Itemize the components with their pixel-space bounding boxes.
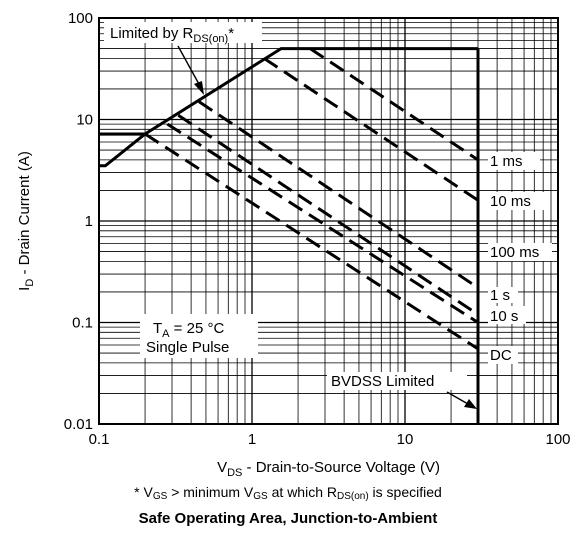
ta-label: TA = 25 °C: [153, 320, 224, 340]
footnote-mid2: at which R: [267, 484, 337, 500]
plot-frame: [98, 17, 559, 425]
footnote-rds-sub: DS(on): [336, 491, 369, 502]
series-line-1-ms: [309, 47, 479, 162]
y-axis-label-main: I: [16, 287, 33, 291]
label-box-1s: [488, 287, 518, 303]
label-box-100ms: [488, 243, 552, 261]
series-line-1-s: [177, 114, 479, 316]
annotation-group: Limited by RDS(on)* 1 ms 10 ms 100 ms 1 s 10 …: [104, 22, 552, 409]
rds-label-box: [104, 22, 262, 43]
series-line-dc: [144, 132, 479, 351]
footnote-vgs-sub: GS: [152, 491, 168, 502]
grid-lines: [99, 18, 558, 424]
label-box-10s: [488, 306, 526, 324]
bvdss-pointer-line: [446, 391, 469, 405]
x-tick-label: 1: [248, 431, 256, 448]
series-line-10-s: [166, 122, 479, 324]
rds-limit-label: Limited by RDS(on)*: [110, 25, 234, 45]
y-tick-label: 0.1: [72, 315, 93, 332]
x-tick-label: 10: [397, 431, 414, 448]
footnote-vgs-sub2: GS: [253, 491, 268, 502]
rds-limit-label-main: Limited by R: [110, 25, 194, 42]
label-box-10ms: [488, 192, 546, 210]
curve-label: 100 ms: [490, 244, 539, 261]
x-tick-label: 0.1: [89, 431, 110, 448]
ta-label-box: [140, 314, 258, 358]
series-line-10-ms: [263, 57, 479, 202]
ta-label-sub: A: [162, 328, 170, 340]
ta-label-rest: = 25 °C: [170, 320, 225, 337]
y-tick-label: 0.01: [64, 416, 93, 433]
series-line-limited-by-rds-on-: [99, 47, 478, 168]
x-axis-label-main: V: [217, 459, 227, 476]
ta-label-main: T: [153, 320, 162, 337]
label-box-1ms: [488, 152, 540, 170]
bvdss-limited-label: BVDSS Limited: [331, 373, 434, 390]
footnote-mid: > minimum V: [167, 484, 254, 500]
y-tick-label: 10: [76, 112, 93, 129]
curve-label: 1 s: [490, 287, 510, 304]
y-axis-label-rest: - Drain Current (A): [16, 151, 33, 279]
x-axis-label-sub: DS: [227, 467, 242, 479]
footnote-pre: * V: [134, 484, 153, 500]
series-group: [99, 47, 480, 424]
y-tick-label: 100: [68, 10, 93, 27]
x-tick-label: 100: [545, 431, 570, 448]
single-pulse-label: Single Pulse: [146, 339, 229, 356]
curve-label: 1 ms: [490, 153, 523, 170]
footnote-post: is specified: [368, 484, 442, 500]
series-line-100-ms: [198, 100, 479, 289]
soa-chart: Limited by RDS(on)* 1 ms 10 ms 100 ms 1 s 10 …: [16, 10, 571, 479]
y-tick-label: 1: [85, 213, 93, 230]
y-axis-label-sub: D: [24, 279, 36, 287]
rds-limit-label-sub: DS(on): [193, 33, 228, 45]
footnote: * VGS > minimum VGS at which RDS(on) is …: [0, 484, 576, 502]
x-axis-label-rest: - Drain-to-Source Voltage (V): [242, 459, 440, 476]
curve-label: 10 s: [490, 308, 518, 325]
chart-title: Safe Operating Area, Junction-to-Ambient: [138, 510, 438, 527]
curve-label: DC: [490, 347, 512, 364]
y-axis-label: ID - Drain Current (A): [16, 151, 36, 291]
rds-limit-label-rest: *: [228, 25, 234, 42]
bvdss-pointer-arrowhead: [464, 399, 477, 409]
x-axis-label: VDS - Drain-to-Source Voltage (V): [217, 459, 440, 479]
rds-pointer-line: [177, 45, 201, 87]
rds-pointer-arrowhead: [194, 81, 204, 95]
bvdss-label-box: [327, 372, 467, 390]
curve-label: 10 ms: [490, 193, 531, 210]
label-box-dc: [488, 346, 518, 364]
